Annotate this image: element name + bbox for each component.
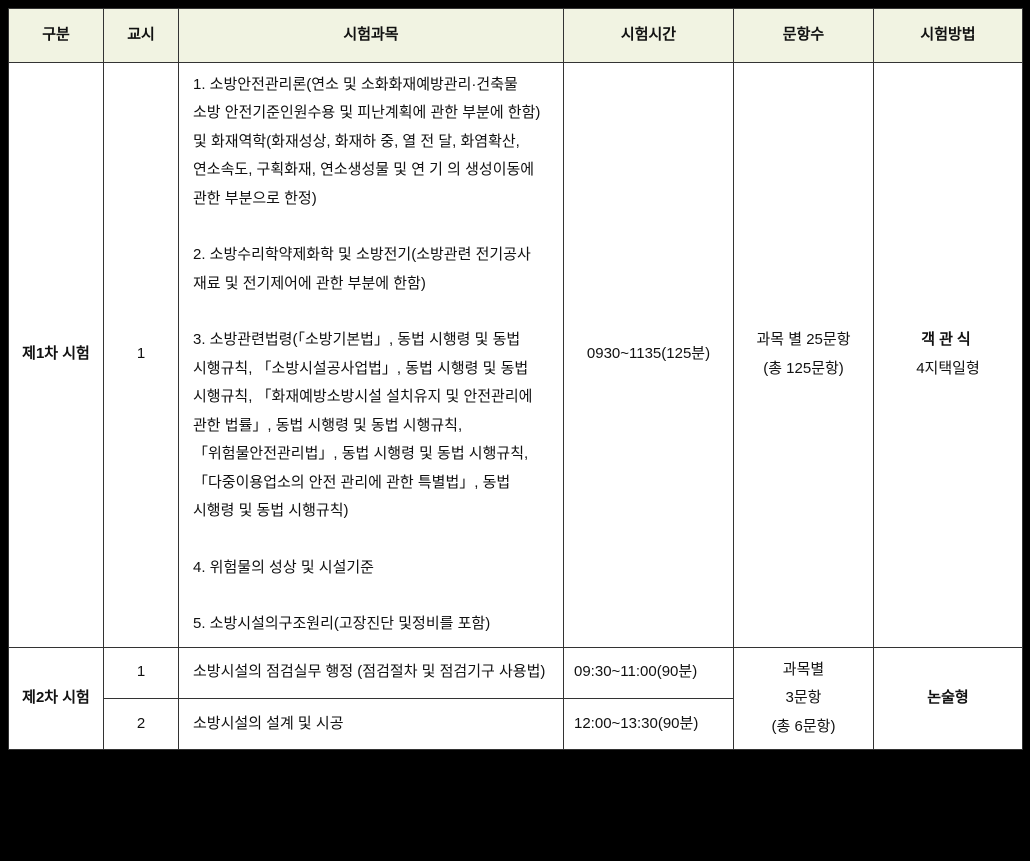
exam1-subject-2: 2. 소방수리학약제화학 및 소방전기(소방관련 전기공사 재료 및 전기제어에… (193, 241, 549, 298)
exam1-subject-3: 3. 소방관련법령(「소방기본법」, 동법 시행령 및 동법 시행규칙, 「소방… (193, 326, 549, 526)
exam1-subject-1: 1. 소방안전관리론(연소 및 소화화재예방관리·건축물 소방 안전기준인원수용… (193, 71, 549, 214)
header-time: 시험시간 (564, 9, 734, 63)
exam2-count-line1: 과목별 (783, 661, 824, 678)
exam2-gyosi-2: 2 (104, 698, 179, 749)
exam2-count: 과목별 3문항 (총 6문항) (734, 647, 874, 750)
exam1-count: 과목 별 25문항 (총 125문항) (734, 62, 874, 647)
header-gyosi: 교시 (104, 9, 179, 63)
exam2-count-line2: 3문항 (786, 689, 822, 706)
exam2-time-2: 12:00~13:30(90분) (564, 698, 734, 749)
exam1-subject-5: 5. 소방시설의구조원리(고장진단 및정비를 포함) (193, 610, 549, 639)
header-row: 구분 교시 시험과목 시험시간 문항수 시험방법 (9, 9, 1023, 63)
exam2-subject-1: 소방시설의 점검실무 행정 (점검절차 및 점검기구 사용법) (179, 647, 564, 698)
exam1-subject-4: 4. 위험물의 성상 및 시설기준 (193, 554, 549, 583)
row-exam1: 제1차 시험 1 1. 소방안전관리론(연소 및 소화화재예방관리·건축물 소방… (9, 62, 1023, 647)
exam-table-container: 구분 교시 시험과목 시험시간 문항수 시험방법 제1차 시험 1 1. 소방안… (8, 8, 1022, 750)
exam1-gyosi: 1 (104, 62, 179, 647)
exam1-gubun: 제1차 시험 (9, 62, 104, 647)
exam2-time-1: 09:30~11:00(90분) (564, 647, 734, 698)
exam2-gyosi-1: 1 (104, 647, 179, 698)
exam1-subjects: 1. 소방안전관리론(연소 및 소화화재예방관리·건축물 소방 안전기준인원수용… (179, 62, 564, 647)
exam1-count-line1: 과목 별 25문항 (756, 331, 850, 348)
exam2-subject-2: 소방시설의 설계 및 시공 (179, 698, 564, 749)
header-method: 시험방법 (874, 9, 1023, 63)
exam2-method: 논술형 (874, 647, 1023, 750)
header-subject: 시험과목 (179, 9, 564, 63)
header-gubun: 구분 (9, 9, 104, 63)
exam1-time: 0930~1135(125분) (564, 62, 734, 647)
exam1-method-sub: 4지택일형 (884, 355, 1012, 384)
exam2-count-line3: (총 6문항) (772, 718, 836, 735)
exam1-method-main: 객관식 (884, 326, 1012, 355)
exam1-method: 객관식 4지택일형 (874, 62, 1023, 647)
exam2-gubun: 제2차 시험 (9, 647, 104, 750)
exam-table: 구분 교시 시험과목 시험시간 문항수 시험방법 제1차 시험 1 1. 소방안… (8, 8, 1023, 750)
row-exam2-1: 제2차 시험 1 소방시설의 점검실무 행정 (점검절차 및 점검기구 사용법)… (9, 647, 1023, 698)
exam1-count-line2: (총 125문항) (763, 360, 844, 377)
header-count: 문항수 (734, 9, 874, 63)
